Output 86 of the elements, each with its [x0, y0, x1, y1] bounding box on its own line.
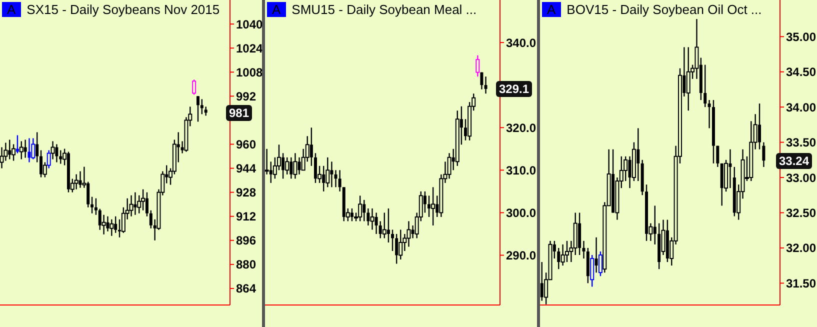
y-tick-label: 34.00	[786, 100, 816, 114]
candlestick	[110, 218, 114, 236]
annotation: A	[267, 2, 286, 17]
text: 981	[226, 104, 252, 121]
text: 33.24	[776, 152, 812, 169]
candlestick	[447, 152, 452, 180]
y-tick-label: 928	[236, 186, 256, 200]
candlestick	[196, 96, 200, 122]
y-tick-label: 992	[236, 89, 256, 104]
candlestick	[204, 106, 208, 116]
chart-title: SX15 - Daily Soybeans Nov 2015	[26, 2, 220, 17]
candlestick	[28, 138, 31, 163]
candlestick	[762, 142, 766, 168]
candlestick	[74, 174, 78, 190]
candlestick	[326, 156, 330, 188]
annotation: A	[2, 2, 21, 17]
candlestick	[366, 208, 370, 226]
candlestick	[704, 64, 707, 108]
candlestick	[106, 216, 110, 232]
candlestick	[285, 156, 290, 176]
candlestick	[55, 144, 58, 163]
y-tick-label: 300.0	[506, 206, 536, 220]
y-tick-label: 31.50	[786, 276, 816, 290]
candlestick	[310, 127, 313, 166]
y-tick-label: 944	[236, 162, 256, 176]
candlestick	[590, 254, 594, 288]
y-tick-label: 1008	[236, 65, 264, 80]
candlestick	[334, 170, 338, 188]
candlestick	[19, 140, 24, 160]
candlestick	[406, 220, 411, 248]
candlestick	[476, 54, 480, 78]
candlestick	[428, 195, 431, 218]
y-tick-label: 912	[236, 210, 256, 224]
y-tick-label: 32.00	[786, 241, 816, 256]
candlestick	[36, 132, 39, 163]
y-tick-label: 1040	[236, 17, 264, 32]
annotation: A	[542, 2, 561, 17]
candlestick	[594, 236, 598, 274]
y-tick-label: 32.50	[786, 206, 816, 220]
candlestick	[564, 240, 569, 263]
candlestick	[431, 186, 436, 226]
candlestick	[192, 79, 196, 96]
candlestick	[134, 192, 137, 216]
candlestick	[90, 196, 94, 214]
candlestick	[391, 229, 394, 252]
y-tick-label: 35.00	[786, 30, 816, 44]
candlestick	[78, 170, 82, 188]
y-tick-label: 33.50	[786, 136, 816, 150]
y-tick-label: 320.0	[506, 120, 536, 135]
candlestick	[423, 190, 426, 214]
chart-title: SMU15 - Daily Soybean Meal ...	[292, 2, 477, 17]
candlestick	[31, 138, 36, 160]
candlestick	[94, 198, 98, 216]
candlestick	[12, 144, 16, 162]
y-tick-label: 880	[236, 258, 256, 272]
candlestick	[582, 240, 586, 260]
candlestick	[382, 212, 386, 239]
candlestick	[708, 99, 711, 129]
y-tick-label: 896	[236, 234, 256, 248]
y-tick-label: 34.50	[786, 65, 816, 80]
candlestick	[484, 76, 488, 94]
candlestick	[145, 192, 148, 217]
candlestick	[16, 134, 19, 154]
y-tick-label: 33.00	[786, 170, 816, 185]
candlestick	[293, 152, 298, 180]
candlestick	[398, 229, 403, 260]
candlestick	[200, 98, 204, 115]
candlestick	[129, 194, 134, 217]
candlestick	[370, 208, 374, 230]
candlestick	[40, 150, 43, 178]
candlestick	[338, 170, 342, 192]
text: 329.1	[496, 80, 532, 97]
candlestick	[480, 72, 484, 90]
candlestick	[24, 139, 27, 158]
candlestick	[560, 244, 565, 266]
y-tick-label: 960	[236, 137, 256, 152]
candlestick	[395, 233, 398, 264]
y-tick-label: 340.0	[506, 36, 536, 50]
candlestick	[358, 195, 362, 222]
y-tick-label: 290.0	[506, 248, 536, 262]
candlestick	[686, 46, 690, 112]
chart-title: BOV15 - Daily Soybean Oil Oct ...	[566, 2, 762, 17]
y-tick-label: 310.0	[506, 163, 536, 178]
y-tick-label: 864	[236, 282, 256, 296]
candlestick	[716, 145, 720, 168]
candlestick	[386, 208, 390, 244]
